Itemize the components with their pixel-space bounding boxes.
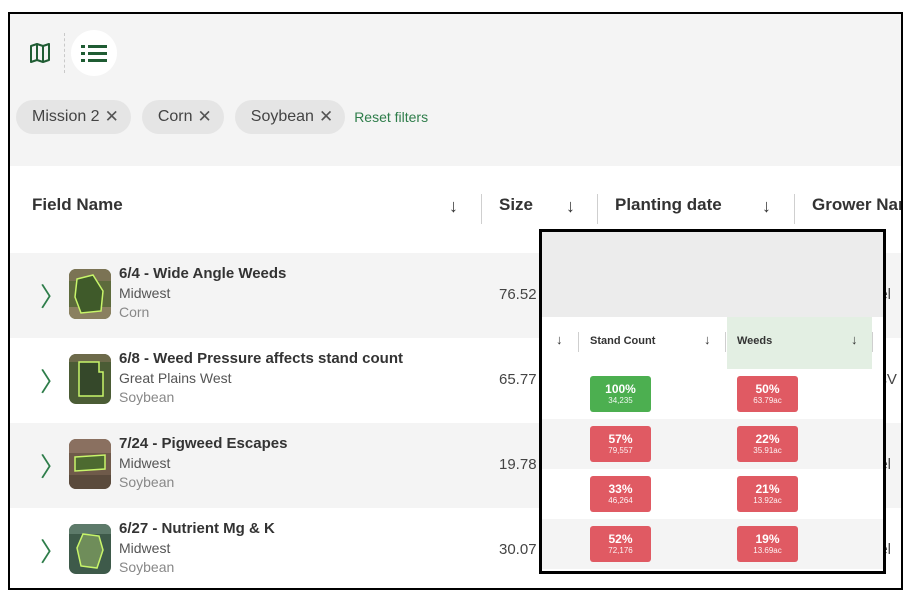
weeds-badge: 19% 13.69ac: [737, 526, 798, 562]
list-icon: [81, 45, 107, 62]
field-name[interactable]: 6/8 - Weed Pressure affects stand count: [119, 350, 403, 367]
weeds-header-highlight: [727, 317, 872, 369]
field-region: Great Plains West: [119, 370, 232, 386]
field-thumbnail: [69, 269, 111, 319]
field-name[interactable]: 6/27 - Nutrient Mg & K: [119, 520, 275, 537]
chevron-right-icon[interactable]: 〉: [40, 537, 67, 567]
stand-count-percent: 100%: [605, 381, 636, 396]
stand-count-percent: 33%: [608, 481, 633, 496]
weeds-acres: 35.91ac: [753, 445, 782, 455]
filter-chip-label: Mission 2: [32, 108, 100, 125]
field-size: 30.07: [499, 541, 537, 558]
weeds-acres: 13.69ac: [753, 545, 782, 555]
panel-top-area: [542, 232, 883, 317]
field-crop: Soybean: [119, 389, 175, 405]
header-grower-name[interactable]: Grower Nan: [812, 195, 903, 214]
map-view-button[interactable]: [24, 37, 56, 69]
sort-arrow-icon[interactable]: ↓: [566, 196, 575, 216]
field-thumbnail: [69, 524, 111, 574]
header-field-name[interactable]: Field Name: [32, 195, 123, 214]
close-icon[interactable]: ✕: [104, 107, 119, 126]
filter-chip-label: Soybean: [250, 108, 314, 125]
filter-chip-label: Corn: [157, 108, 193, 125]
field-thumbnail: [69, 439, 111, 489]
map-icon: [30, 43, 50, 63]
column-divider: [794, 194, 795, 224]
column-divider: [578, 332, 579, 352]
column-divider: [597, 194, 598, 224]
stand-count-value: 34,235: [608, 395, 633, 405]
sort-arrow-icon[interactable]: ↓: [449, 196, 458, 216]
filter-bar: Mission 2 ✕ Corn ✕ Soybean ✕ Reset filte…: [16, 100, 428, 134]
sort-arrow-icon[interactable]: ↓: [704, 332, 711, 347]
metrics-row: 52% 72,176 19% 13.69ac: [542, 519, 883, 569]
weeds-badge: 22% 35.91ac: [737, 426, 798, 462]
weeds-percent: 50%: [755, 381, 780, 396]
toggle-divider: [64, 33, 65, 73]
field-region: Midwest: [119, 285, 171, 301]
header-planting-date[interactable]: Planting date: [615, 195, 722, 214]
column-divider: [872, 332, 873, 352]
field-size: 65.77: [499, 371, 537, 388]
field-thumbnail: [69, 354, 111, 404]
stand-count-percent: 57%: [608, 431, 633, 446]
view-toggle: [24, 24, 117, 82]
field-name[interactable]: 7/24 - Pigweed Escapes: [119, 435, 288, 452]
column-divider: [481, 194, 482, 224]
weeds-badge: 21% 13.92ac: [737, 476, 798, 512]
stand-count-badge: 33% 46,264: [590, 476, 651, 512]
close-icon[interactable]: ✕: [318, 107, 334, 126]
column-divider: [725, 332, 726, 352]
stand-count-percent: 52%: [608, 531, 633, 546]
filter-chip-mission[interactable]: Mission 2 ✕: [16, 100, 131, 134]
filter-chip-corn[interactable]: Corn ✕: [141, 100, 224, 134]
stand-count-badge: 52% 72,176: [590, 526, 651, 562]
field-size: 19.78 a: [499, 456, 550, 473]
field-region: Midwest: [119, 455, 171, 471]
metrics-zoom-panel: ↓ Stand Count ↓ Weeds ↓ 100% 34,235 50% …: [539, 229, 886, 574]
weeds-acres: 63.79ac: [753, 395, 782, 405]
sort-arrow-icon[interactable]: ↓: [556, 332, 563, 347]
sort-arrow-icon[interactable]: ↓: [762, 196, 771, 216]
header-weeds[interactable]: Weeds: [737, 335, 773, 347]
field-crop: Soybean: [119, 474, 175, 490]
weeds-percent: 22%: [755, 431, 780, 446]
stand-count-badge: 57% 79,557: [590, 426, 651, 462]
stand-count-value: 72,176: [608, 545, 633, 555]
list-view-button[interactable]: [71, 30, 117, 76]
metrics-header: ↓ Stand Count ↓ Weeds ↓: [542, 317, 883, 369]
field-name[interactable]: 6/4 - Wide Angle Weeds: [119, 265, 287, 282]
field-size: 76.52: [499, 286, 537, 303]
filter-chip-soybean[interactable]: Soybean ✕: [234, 100, 346, 134]
stand-count-value: 79,557: [608, 445, 633, 455]
field-crop: Soybean: [119, 559, 175, 575]
chevron-right-icon[interactable]: 〉: [40, 282, 67, 312]
close-icon[interactable]: ✕: [197, 107, 212, 126]
metrics-row: 100% 34,235 50% 63.79ac: [542, 369, 883, 419]
sort-arrow-icon[interactable]: ↓: [851, 332, 858, 347]
field-crop: Corn: [119, 304, 150, 320]
header-stand-count[interactable]: Stand Count: [590, 335, 656, 347]
reset-filters-link[interactable]: Reset filters: [354, 109, 429, 125]
metrics-row: 57% 79,557 22% 35.91ac: [542, 419, 883, 469]
weeds-percent: 19%: [755, 531, 780, 546]
stand-count-value: 46,264: [608, 495, 633, 505]
header-size[interactable]: Size: [499, 195, 534, 214]
weeds-acres: 13.92ac: [753, 495, 782, 505]
stand-count-badge: 100% 34,235: [590, 376, 651, 412]
chevron-right-icon[interactable]: 〉: [40, 452, 67, 482]
field-region: Midwest: [119, 540, 171, 556]
chevron-right-icon[interactable]: 〉: [40, 367, 67, 397]
metrics-row: 33% 46,264 21% 13.92ac: [542, 469, 883, 519]
weeds-badge: 50% 63.79ac: [737, 376, 798, 412]
weeds-percent: 21%: [755, 481, 780, 496]
